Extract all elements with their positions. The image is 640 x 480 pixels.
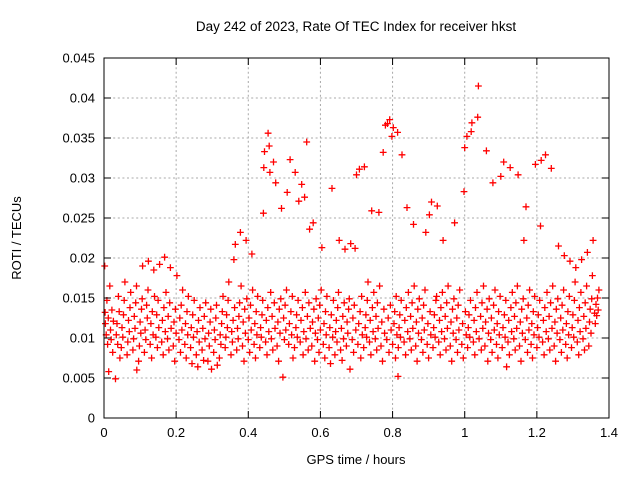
y-tick-label: 0.015 bbox=[62, 291, 95, 306]
y-tick-label: 0.025 bbox=[62, 211, 95, 226]
y-tick-label: 0.04 bbox=[70, 91, 95, 106]
x-tick-label: 1.4 bbox=[600, 425, 618, 440]
y-tick-label: 0 bbox=[88, 411, 95, 426]
chart-title: Day 242 of 2023, Rate Of TEC Index for r… bbox=[196, 19, 516, 34]
x-tick-label: 0.6 bbox=[311, 425, 329, 440]
tick-labels: 0 0.2 0.4 0.6 0.8 1 1.2 1.4 0 0.005 0.01 0.015 0.02 0… bbox=[62, 51, 618, 441]
grid-lines bbox=[104, 58, 609, 418]
y-tick-label: 0.045 bbox=[62, 51, 95, 66]
axis-ticks bbox=[103, 57, 610, 419]
x-tick-label: 0 bbox=[100, 425, 107, 440]
x-axis-label: GPS time / hours bbox=[307, 452, 406, 467]
y-tick-label: 0.035 bbox=[62, 131, 95, 146]
y-tick-label: 0.02 bbox=[70, 251, 95, 266]
y-axis-label: ROTI / TECUs bbox=[9, 196, 24, 280]
y-tick-label: 0.03 bbox=[70, 171, 95, 186]
plot-border bbox=[103, 57, 610, 419]
y-tick-label: 0.005 bbox=[62, 371, 95, 386]
data-point-markers bbox=[101, 82, 603, 383]
x-tick-label: 0.4 bbox=[239, 425, 257, 440]
x-tick-label: 0.2 bbox=[167, 425, 185, 440]
x-tick-label: 0.8 bbox=[384, 425, 402, 440]
y-tick-label: 0.01 bbox=[70, 331, 95, 346]
x-tick-label: 1 bbox=[461, 425, 468, 440]
scatter-points bbox=[101, 82, 603, 383]
x-tick-label: 1.2 bbox=[528, 425, 546, 440]
